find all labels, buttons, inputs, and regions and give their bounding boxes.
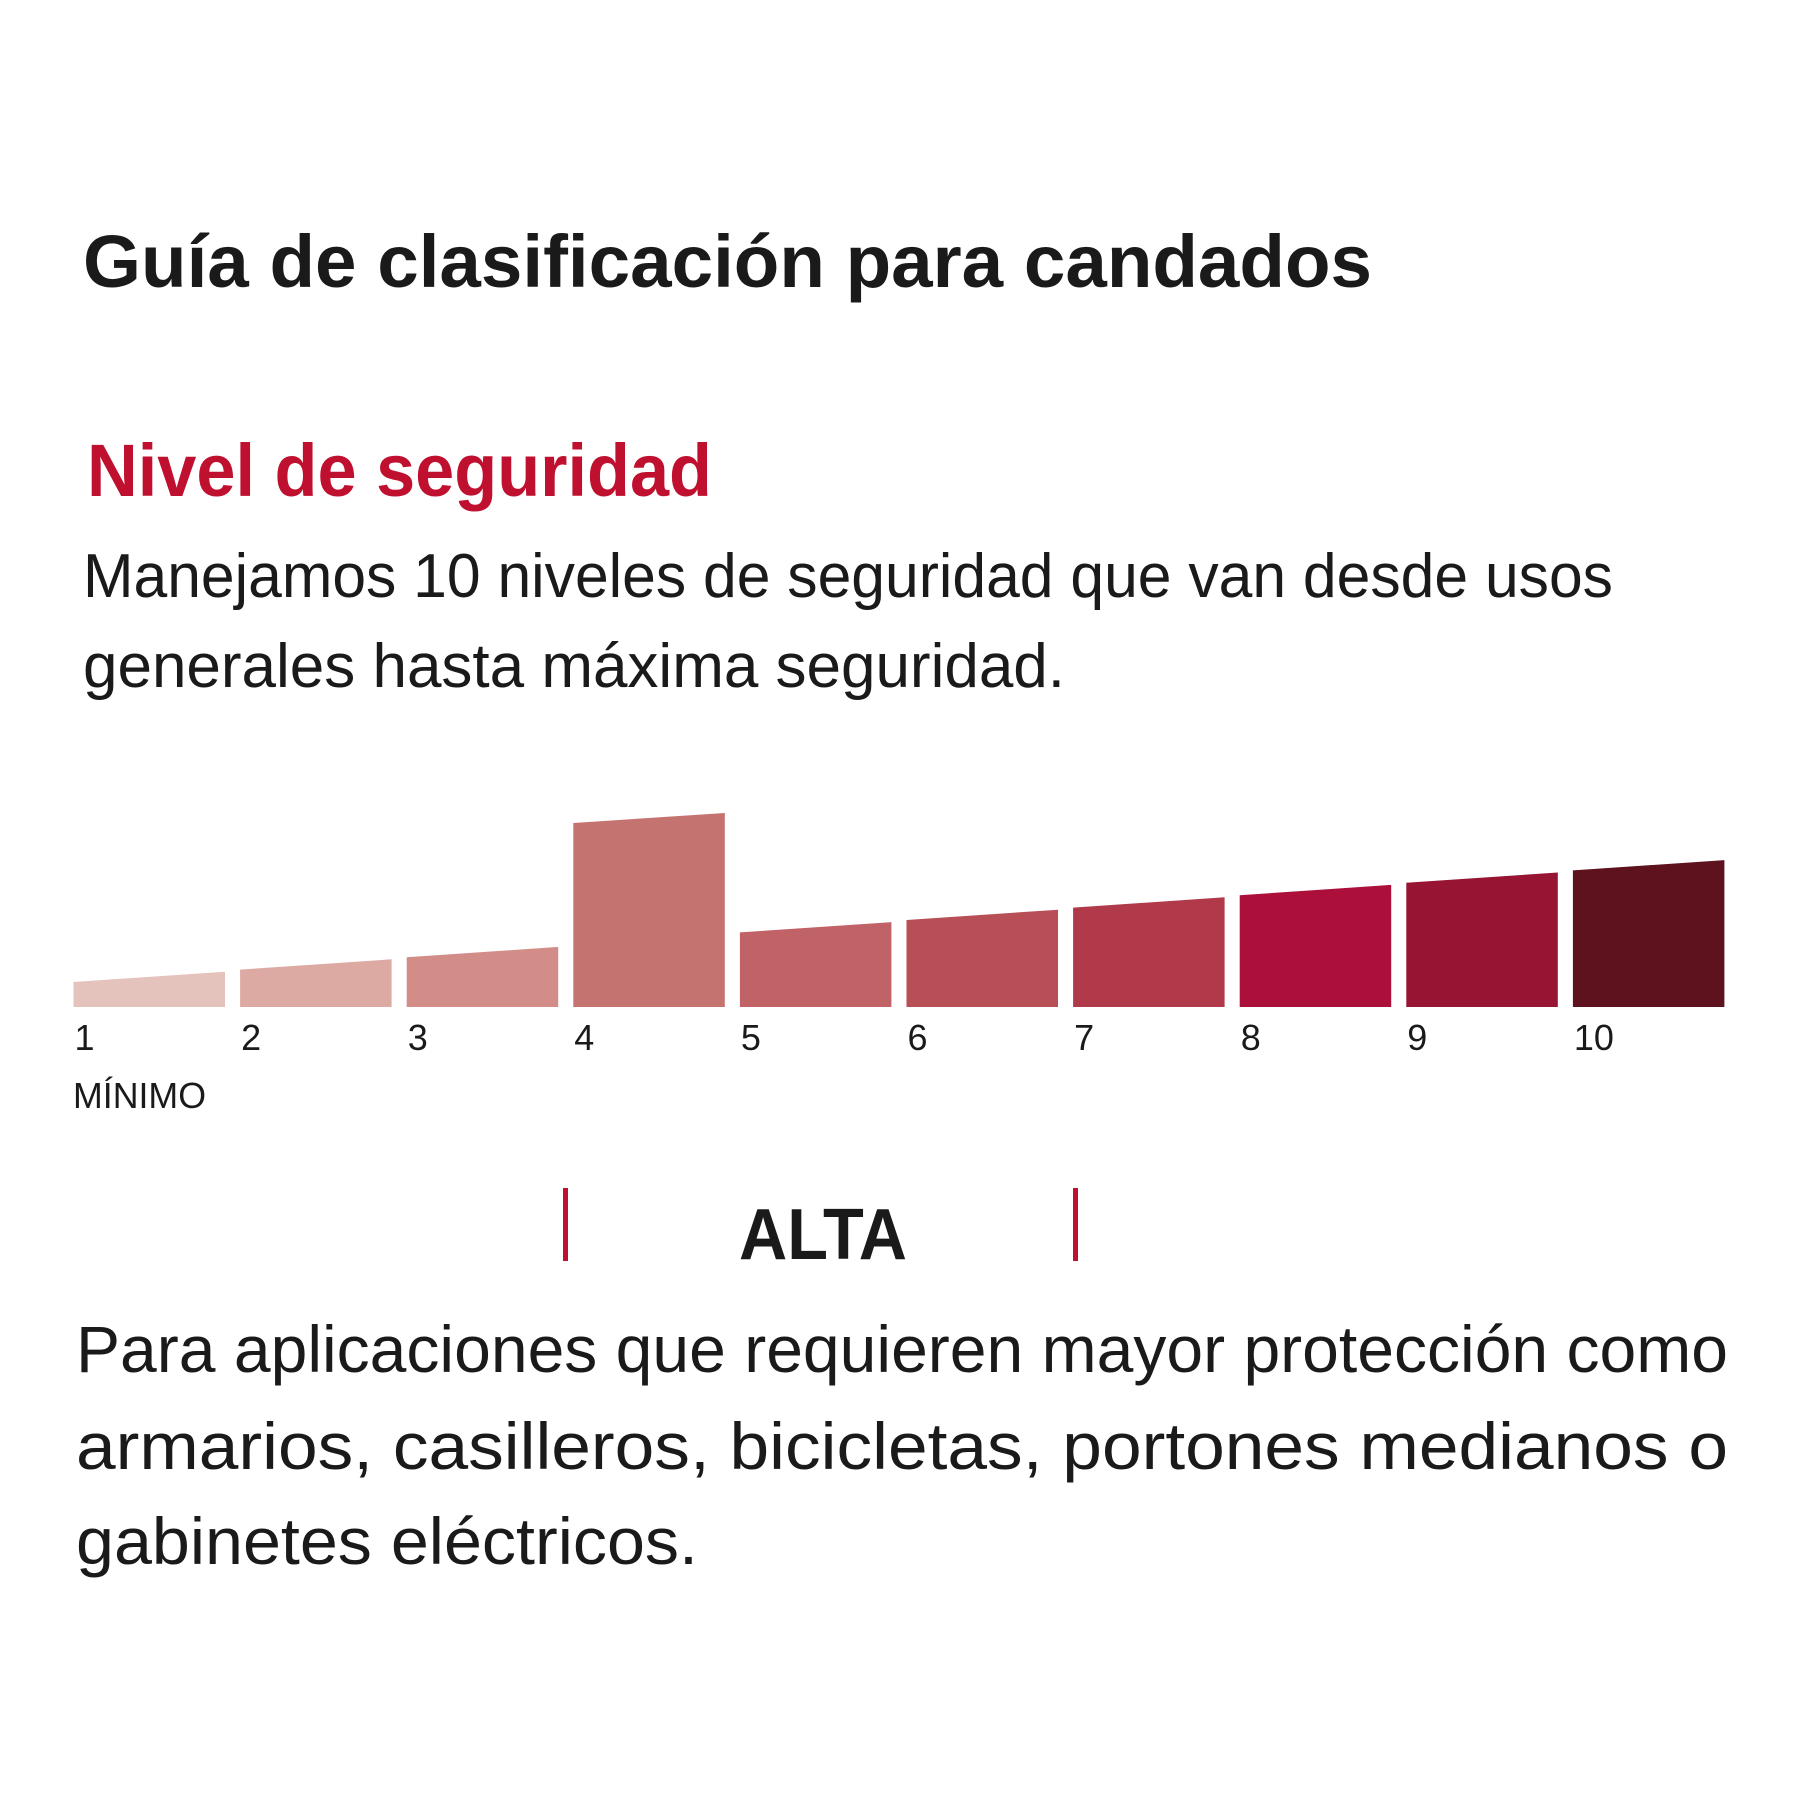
title: Guía de clasificación para candados (83, 220, 1372, 303)
level-label: 10 (1574, 1017, 1614, 1058)
section-heading: Nivel de seguridad (87, 429, 712, 512)
description-line: Manejamos 10 niveles de seguridad que va… (83, 542, 1613, 611)
level-label: 3 (408, 1017, 428, 1058)
divider (1073, 1188, 1078, 1261)
rating-description-line: armarios, casilleros, bicicletas, porton… (76, 1409, 1728, 1483)
level-bar (739, 922, 892, 1007)
rating-description-line: gabinetes eléctricos. (76, 1504, 698, 1578)
level-label: 2 (241, 1017, 261, 1058)
level-bar (1572, 860, 1725, 1007)
description-line: generales hasta máxima seguridad. (83, 632, 1065, 701)
level-label: 4 (574, 1017, 594, 1058)
level-label: 7 (1074, 1017, 1094, 1058)
level-bar (573, 813, 725, 1007)
level-bar (1239, 884, 1392, 1007)
level-bar (73, 971, 225, 1007)
level-label: 9 (1407, 1017, 1427, 1058)
level-bar (906, 909, 1058, 1007)
rating-description-line: Para aplicaciones que requieren mayor pr… (76, 1312, 1728, 1386)
divider (563, 1188, 568, 1261)
level-label: 1 (75, 1017, 95, 1058)
level-label: 5 (741, 1017, 761, 1058)
level-bar (406, 946, 559, 1007)
level-bar (1073, 897, 1225, 1007)
rating-label: ALTA (739, 1195, 907, 1275)
level-label: 6 (908, 1017, 928, 1058)
level-bar (240, 959, 392, 1007)
level-scale: 1 2 3 4 5 6 7 8 9 10 (73, 813, 1725, 1058)
min-label: MÍNIMO (73, 1075, 206, 1116)
level-label: 8 (1241, 1017, 1261, 1058)
level-bar (1406, 872, 1558, 1007)
